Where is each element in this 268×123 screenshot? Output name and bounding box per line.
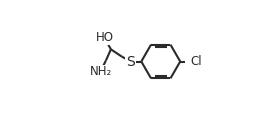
Text: HO: HO: [96, 31, 114, 44]
Text: NH₂: NH₂: [90, 65, 112, 78]
Text: S: S: [126, 54, 135, 69]
Text: Cl: Cl: [190, 55, 202, 68]
